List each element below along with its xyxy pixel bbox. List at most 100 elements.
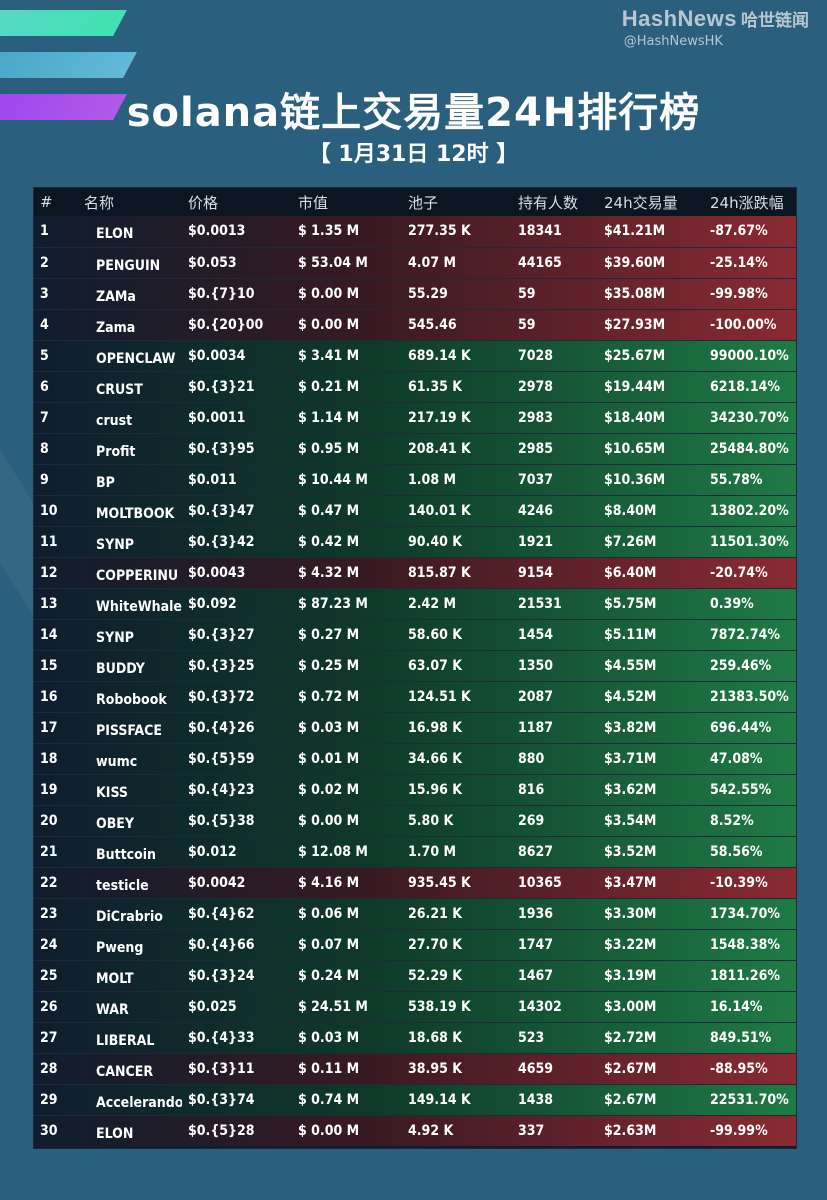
- rank-cell: 29: [34, 1083, 76, 1115]
- volume-cell: $35.08M: [598, 277, 704, 309]
- table-row: 7 crust $0.0011 $ 1.14 M 217.19 K 2983 $18.40M…: [34, 401, 796, 433]
- rank-cell: 1: [40, 223, 49, 240]
- pool-cell: 5.80 K: [402, 804, 512, 836]
- name-cell: CANCER: [76, 1052, 182, 1084]
- market-cap-cell: $ 0.11 M: [292, 1052, 402, 1084]
- volume-cell: $3.71M: [598, 742, 704, 774]
- name-cell: MOLTBOOK: [76, 494, 182, 526]
- table-row: 15 BUDDY $0.{3}25 $ 0.25 M 63.07 K 1350 $4.55M…: [34, 649, 796, 681]
- market-cap-cell: $ 10.44 M: [292, 463, 402, 495]
- holders-cell: 14302: [512, 990, 598, 1022]
- holders-cell: 1936: [512, 897, 598, 929]
- holders-cell: 44165: [512, 246, 598, 278]
- market-cap-cell: $ 0.27 M: [292, 618, 402, 650]
- market-cap-cell: $ 0.24 M: [292, 959, 402, 991]
- holders-cell: 1454: [512, 618, 598, 650]
- volume-cell: $3.47M: [598, 866, 704, 898]
- change-cell: -20.74%: [704, 556, 796, 588]
- rank-cell: 12: [34, 556, 76, 588]
- name-cell: crust: [76, 401, 182, 433]
- pool-cell: 538.19 K: [402, 990, 512, 1022]
- holders-cell: 2087: [512, 680, 598, 712]
- name-cell: BUDDY: [76, 649, 182, 681]
- name-cell: Zama: [76, 308, 182, 340]
- price-cell: $0.{4}23: [182, 773, 292, 805]
- holders-cell: 10365: [512, 866, 598, 898]
- rank-cell: 14: [34, 618, 76, 650]
- rank-cell: 21: [34, 835, 76, 867]
- change-cell: -10.39%: [704, 866, 796, 898]
- rank-cell: 5: [34, 339, 76, 371]
- table-row: 18 wumc $0.{5}59 $ 0.01 M 34.66 K 880 $3.71M 47…: [34, 742, 796, 774]
- price-cell: $0.{4}66: [182, 928, 292, 960]
- rank-cell: 15: [34, 649, 76, 681]
- holders-cell: 2978: [512, 370, 598, 402]
- pool-cell: 4.07 M: [402, 246, 512, 278]
- volume-cell: $18.40M: [598, 401, 704, 433]
- name-cell: Pweng: [76, 928, 182, 960]
- col-pool-header: 池子: [408, 193, 439, 212]
- table-row: 19 KISS $0.{4}23 $ 0.02 M 15.96 K 816 $3.62M 54…: [34, 773, 796, 805]
- market-cap-cell: $ 0.47 M: [292, 494, 402, 526]
- rank-cell: 6: [34, 370, 76, 402]
- table-row: 28 CANCER $0.{3}11 $ 0.11 M 38.95 K 4659 $2.67…: [34, 1052, 796, 1084]
- pool-cell: 16.98 K: [402, 711, 512, 743]
- table-row: 12 COPPERINU $0.0043 $ 4.32 M 815.87 K 9154 $6…: [34, 556, 796, 588]
- table-row: 21 Buttcoin $0.012 $ 12.08 M 1.70 M 8627 $3.52…: [34, 835, 796, 867]
- volume-cell: $2.67M: [598, 1052, 704, 1084]
- volume-cell: $10.36M: [598, 463, 704, 495]
- brand-handle: @HashNewsHK: [623, 34, 723, 49]
- rank-cell: 27: [34, 1021, 76, 1053]
- name-cell: KISS: [76, 773, 182, 805]
- rank-cell: 10: [34, 494, 76, 526]
- name-cell: MOLT: [76, 959, 182, 991]
- change-cell: 55.78%: [704, 463, 796, 495]
- holders-cell: 1438: [512, 1083, 598, 1115]
- change-cell: 99000.10%: [704, 339, 796, 371]
- name-cell: SYNP: [76, 525, 182, 557]
- name-cell: CRUST: [76, 370, 182, 402]
- change-cell: 259.46%: [704, 649, 796, 681]
- price-cell: $0.{4}62: [182, 897, 292, 929]
- price-cell: $0.{3}27: [182, 618, 292, 650]
- holders-cell: 2985: [512, 432, 598, 464]
- col-mcap-header: 市值: [298, 193, 329, 212]
- rank-cell: 9: [34, 463, 76, 495]
- market-cap-cell: $ 0.74 M: [292, 1083, 402, 1115]
- table-row: 6 CRUST $0.{3}21 $ 0.21 M 61.35 K 2978 $19.44M…: [34, 370, 796, 402]
- pool-cell: 1.08 M: [402, 463, 512, 495]
- change-cell: 8.52%: [704, 804, 796, 836]
- name-cell: Profit: [76, 432, 182, 464]
- rank-cell: 3: [34, 277, 76, 309]
- holders-cell: 59: [512, 277, 598, 309]
- market-cap-cell: $ 0.06 M: [292, 897, 402, 929]
- rank-cell: 30: [34, 1114, 76, 1146]
- rank-cell: 8: [34, 432, 76, 464]
- price-cell: $0.025: [182, 990, 292, 1022]
- volume-cell: $7.26M: [598, 525, 704, 557]
- table-row: 16 Robobook $0.{3}72 $ 0.72 M 124.51 K 2087 $4…: [34, 680, 796, 712]
- change-cell: 11501.30%: [704, 525, 796, 557]
- price-cell: $0.{3}11: [182, 1052, 292, 1084]
- table-row: 3 ZAMa $0.{7}10 $ 0.00 M 55.29 59 $35.08M -99.9…: [34, 277, 796, 309]
- volume-cell: $3.00M: [598, 990, 704, 1022]
- price-cell: $0.0034: [182, 339, 292, 371]
- price-cell: $0.011: [182, 463, 292, 495]
- holders-cell: 8627: [512, 835, 598, 867]
- name-cell: LIBERAL: [76, 1021, 182, 1053]
- name-cell: OPENCLAW: [76, 339, 182, 371]
- volume-cell: $3.22M: [598, 928, 704, 960]
- name-cell: WhiteWhale: [76, 587, 182, 619]
- change-cell: 21383.50%: [704, 680, 796, 712]
- table-header-row: # 名称 价格 市值 池子 持有人数 24h交易量 24h涨跌幅: [34, 188, 796, 216]
- holders-cell: 337: [512, 1114, 598, 1146]
- market-cap-cell: $ 0.00 M: [292, 1114, 402, 1146]
- price-cell: $0.{4}33: [182, 1021, 292, 1053]
- name-cell: Accelerando: [76, 1083, 182, 1115]
- pool-cell: 26.21 K: [402, 897, 512, 929]
- price-cell: $0.053: [182, 246, 292, 278]
- market-cap-cell: $ 0.21 M: [292, 370, 402, 402]
- market-cap-cell: $ 4.32 M: [292, 556, 402, 588]
- change-cell: 0.39%: [704, 587, 796, 619]
- page-title: solana链上交易量24H排行榜: [126, 90, 701, 136]
